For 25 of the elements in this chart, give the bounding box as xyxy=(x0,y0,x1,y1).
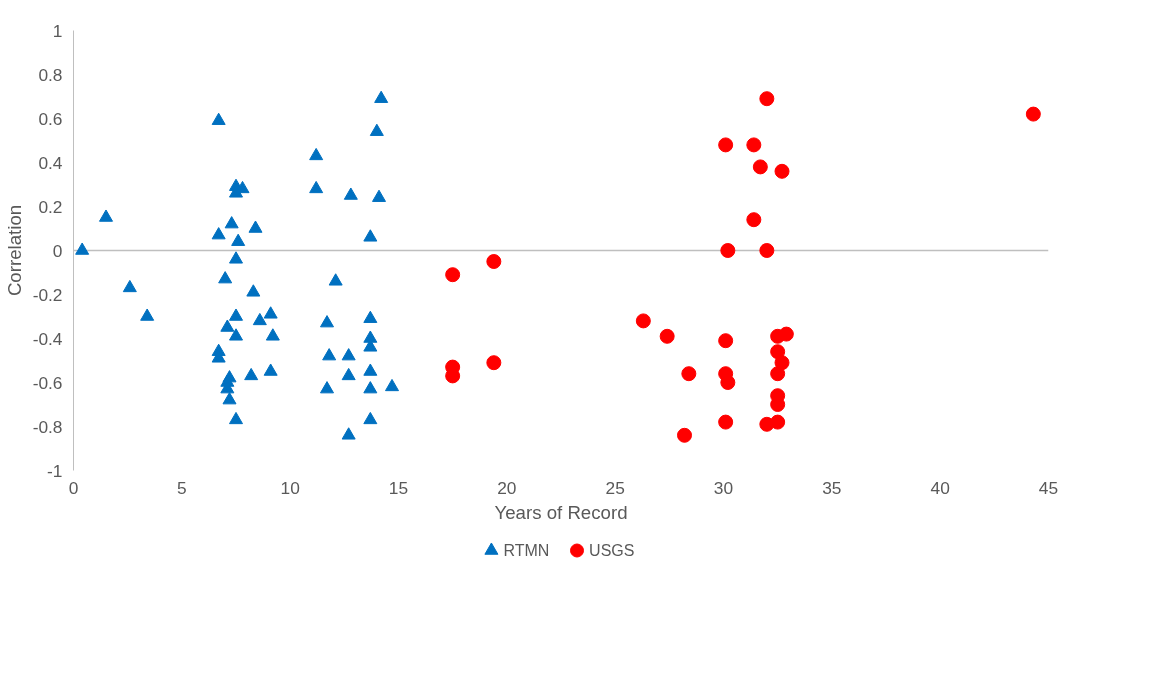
x-tick-label: 25 xyxy=(605,477,625,498)
x-axis-title: Years of Record xyxy=(494,501,628,523)
y-tick-label: -0.4 xyxy=(32,328,63,349)
x-tick-label: 10 xyxy=(280,477,300,498)
y-tick-label: 0 xyxy=(52,240,63,261)
x-tick-label: 20 xyxy=(497,477,517,498)
x-tick-label: 0 xyxy=(68,477,79,498)
x-tick-label: 15 xyxy=(388,477,409,498)
y-tick-label: 0.6 xyxy=(38,108,63,129)
x-tick-label: 45 xyxy=(1038,477,1059,498)
legend-label: USGS xyxy=(589,542,635,559)
y-tick-label: -0.8 xyxy=(32,416,63,437)
y-tick-label: 1 xyxy=(52,20,63,41)
x-tick-label: 30 xyxy=(713,477,734,498)
y-tick-label: -0.2 xyxy=(32,284,63,305)
x-tick-label: 35 xyxy=(822,477,842,498)
y-tick-label: 0.4 xyxy=(38,152,63,173)
x-tick-label: 5 xyxy=(177,477,187,498)
x-tick-label: 40 xyxy=(930,477,950,498)
y-axis-title: Correlation xyxy=(3,204,25,297)
legend-label: RTMN xyxy=(503,542,550,559)
y-tick-label: 0.2 xyxy=(38,196,63,217)
y-tick-label: 0.8 xyxy=(38,64,63,85)
y-tick-label: -0.6 xyxy=(32,372,63,393)
y-tick-label: -1 xyxy=(47,460,63,481)
